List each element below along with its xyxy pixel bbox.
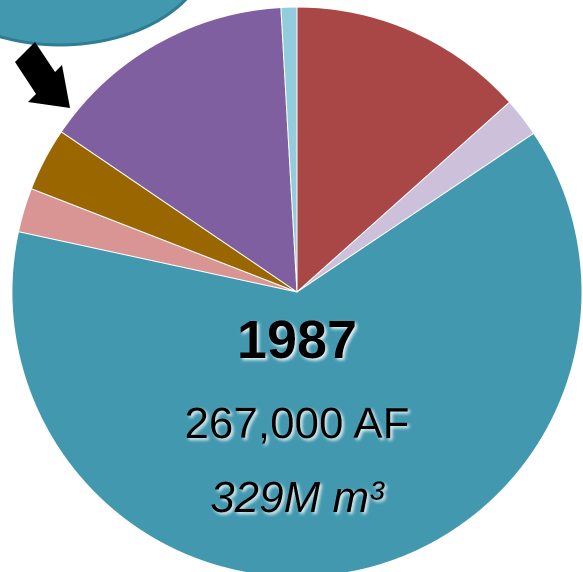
pie-slice (296, 6, 511, 294)
pie-title: 1987 (237, 310, 357, 370)
pie-annotation: 329M m³ (210, 473, 385, 522)
pie-subtitle: 267,000 AF (184, 399, 409, 448)
pie-slice (60, 6, 298, 293)
inset-pie (0, 0, 188, 47)
pie (11, 6, 583, 572)
pie-slice (280, 6, 298, 293)
arrow (15, 42, 70, 108)
